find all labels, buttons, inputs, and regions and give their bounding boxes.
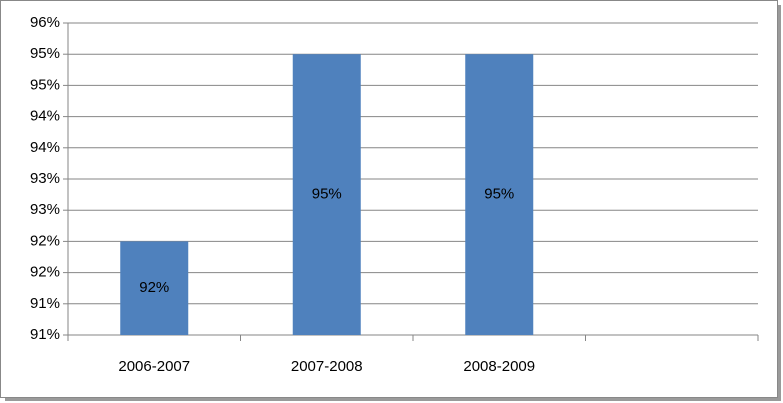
y-tick-label: 96%: [30, 14, 60, 31]
x-tick-label: 2007-2008: [291, 358, 363, 375]
y-tick-label: 95%: [30, 45, 60, 62]
y-tick-label: 94%: [30, 108, 60, 125]
y-tick-label: 92%: [30, 264, 60, 281]
y-tick-label: 93%: [30, 170, 60, 187]
bar: [120, 241, 189, 335]
bar: [465, 54, 534, 335]
x-tick-label: 2008-2009: [463, 358, 535, 375]
y-tick-label: 94%: [30, 139, 60, 156]
y-tick-label: 91%: [30, 326, 60, 343]
value-label: 95%: [312, 186, 342, 203]
y-tick-label: 95%: [30, 76, 60, 93]
value-label: 92%: [139, 279, 169, 296]
x-tick-label: 2006-2007: [118, 358, 190, 375]
bar: [292, 54, 361, 335]
value-label: 95%: [484, 186, 514, 203]
y-tick-label: 92%: [30, 232, 60, 249]
y-tick-label: 91%: [30, 295, 60, 312]
y-tick-label: 93%: [30, 201, 60, 218]
